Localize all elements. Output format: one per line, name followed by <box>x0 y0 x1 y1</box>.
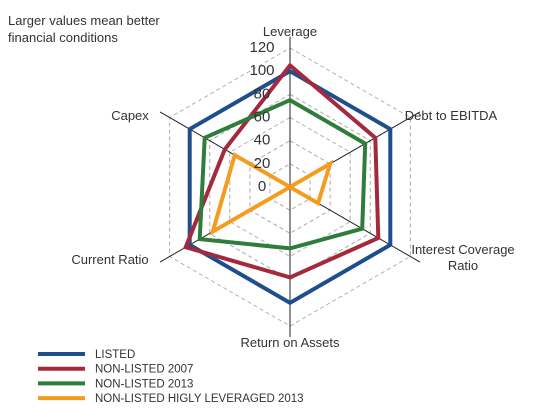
legend-label: NON-LISTED 2013 <box>95 378 193 390</box>
tick-label: 20 <box>254 155 271 172</box>
series-line <box>197 97 368 251</box>
axis-label: Interest Coverage Ratio <box>411 242 515 273</box>
tick-label: 120 <box>249 39 274 56</box>
tick-label: 80 <box>254 85 271 102</box>
series-line <box>187 68 393 306</box>
legend-label: LISTED <box>95 349 135 361</box>
axis-label: Leverage <box>262 24 318 39</box>
tick-label: 40 <box>254 132 271 149</box>
tick-label: 0 <box>258 178 266 195</box>
chart-note: Larger values mean better financial cond… <box>8 13 160 45</box>
tick-label: 60 <box>254 108 271 125</box>
axis-label: Debt to EBITDA <box>404 108 498 123</box>
series-line <box>209 152 334 236</box>
legend-label: NON-LISTED HIGLY LEVERAGED 2013 <box>95 393 304 405</box>
axis-label: Return on Assets <box>240 335 340 350</box>
axis-label: Current Ratio <box>71 252 149 267</box>
tick-label: 100 <box>249 62 274 79</box>
legend-label: NON-LISTED 2007 <box>95 364 193 376</box>
series-line <box>183 62 381 280</box>
axis-label: Capex <box>111 108 149 123</box>
